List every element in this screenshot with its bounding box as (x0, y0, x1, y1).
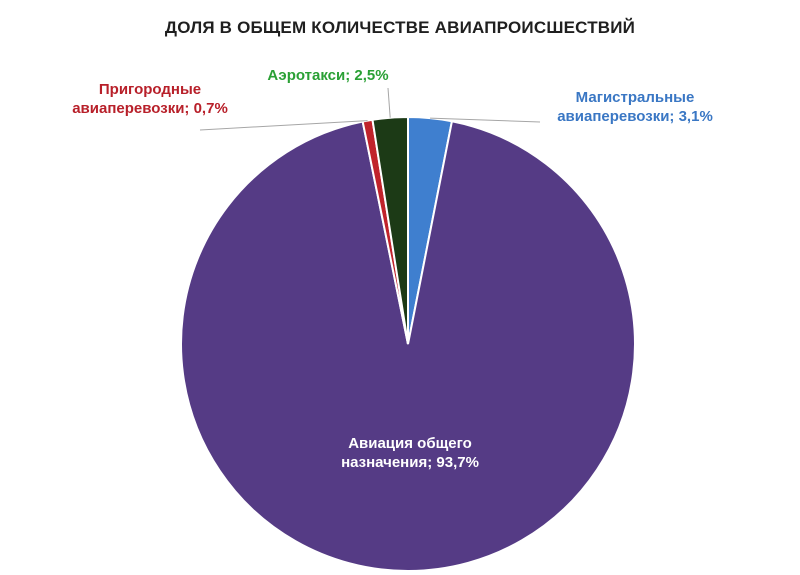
slice-label-mainline: Магистральные авиаперевозки; 3,1% (557, 89, 713, 125)
slice-general-aviation (180, 120, 637, 572)
slice-label-air-taxi: Аэротакси; 2,5% (267, 67, 389, 84)
leader-line-mainline (430, 117, 541, 123)
slice-air-taxi (371, 115, 409, 345)
leader-line-commuter (199, 120, 368, 131)
chart-title: ДОЛЯ В ОБЩЕМ КОЛИЧЕСТВЕ АВИАПРОИСШЕСТВИЙ (164, 18, 636, 37)
slice-label-commuter: Пригородные авиаперевозки; 0,7% (72, 81, 228, 117)
leader-line-air-taxi (387, 87, 391, 118)
slice-label-general-aviation: Авиация общего назначения; 93,7% (341, 435, 479, 471)
